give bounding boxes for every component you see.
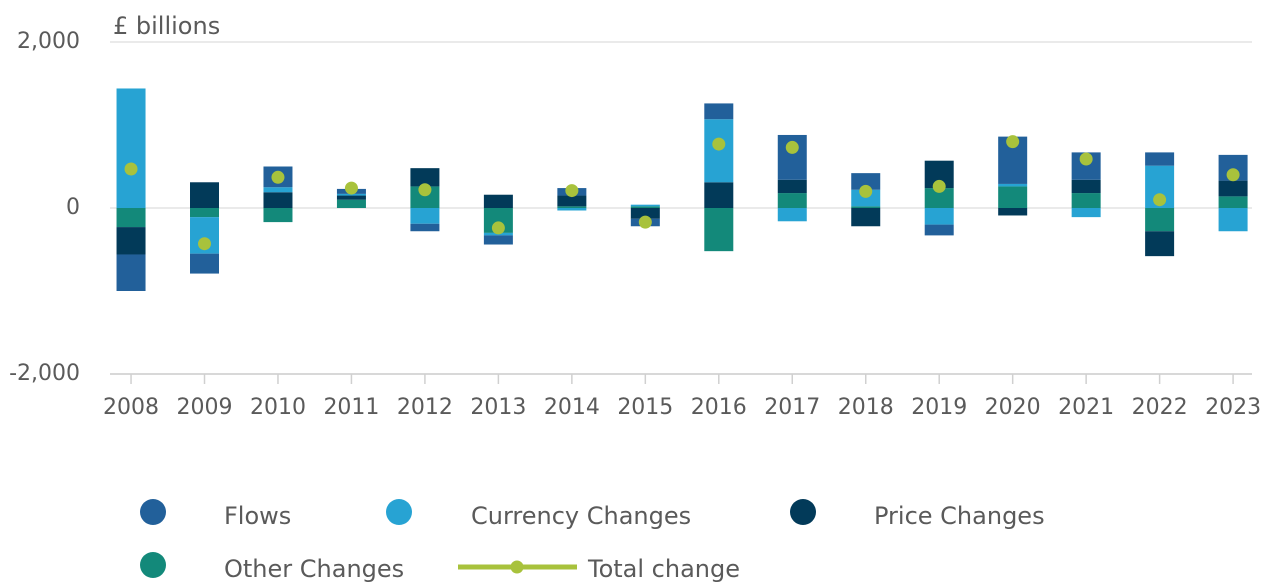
bar: [336, 193, 366, 196]
bar: [924, 224, 954, 236]
bar: [777, 179, 807, 194]
total-marker: [271, 170, 285, 184]
bar: [924, 188, 954, 208]
x-tick-label: 2020: [985, 395, 1041, 420]
bar: [483, 235, 513, 245]
legend-marker: [140, 552, 166, 578]
bar: [1145, 152, 1175, 166]
total-marker: [418, 183, 432, 197]
bar: [190, 182, 220, 208]
total-marker: [785, 140, 799, 154]
bar: [630, 204, 660, 207]
bar: [1218, 196, 1248, 208]
x-tick-label: 2019: [911, 395, 967, 420]
bar: [1071, 179, 1101, 194]
bar: [704, 103, 734, 120]
bar: [263, 187, 293, 193]
total-marker: [1226, 168, 1240, 182]
bar: [998, 186, 1028, 208]
bar: [704, 208, 734, 252]
total-marker: [344, 181, 358, 195]
bar: [190, 208, 220, 218]
bar: [336, 195, 366, 200]
bar: [704, 182, 734, 208]
total-marker: [491, 221, 505, 235]
total-marker: [1153, 193, 1167, 207]
total-marker: [565, 184, 579, 198]
total-marker: [712, 137, 726, 151]
bar: [557, 206, 587, 208]
bar: [777, 208, 807, 222]
x-tick-label: 2023: [1205, 395, 1261, 420]
legend-label: Flows: [224, 502, 291, 530]
x-tick-label: 2011: [323, 395, 379, 420]
total-marker: [1079, 152, 1093, 166]
bar: [1071, 193, 1101, 208]
bar: [1218, 180, 1248, 197]
bar: [116, 88, 146, 208]
bar: [263, 208, 293, 223]
x-tick-label: 2009: [177, 395, 233, 420]
x-tick-label: 2013: [470, 395, 526, 420]
x-tick-label: 2014: [544, 395, 600, 420]
bar: [851, 173, 881, 190]
bar: [410, 223, 440, 232]
bar: [924, 208, 954, 225]
bar: [1071, 208, 1101, 218]
x-tick-label: 2017: [764, 395, 820, 420]
legend-marker: [140, 499, 166, 525]
total-marker: [859, 184, 873, 198]
bar: [998, 208, 1028, 216]
legend-marker: [790, 499, 816, 525]
x-tick-label: 2012: [397, 395, 453, 420]
total-marker: [638, 215, 652, 229]
bar: [630, 208, 660, 219]
bar: [116, 254, 146, 291]
bar: [1145, 208, 1175, 232]
total-marker: [932, 179, 946, 193]
bar: [1218, 208, 1248, 232]
bar: [557, 208, 587, 211]
legend-label: Price Changes: [874, 502, 1045, 530]
bar: [190, 253, 220, 274]
x-tick-label: 2010: [250, 395, 306, 420]
x-tick-label: 2008: [103, 395, 159, 420]
bar: [557, 195, 587, 207]
bar: [116, 227, 146, 255]
legend-marker: [386, 499, 412, 525]
bar: [410, 168, 440, 187]
bar: [630, 206, 660, 208]
legend-label: Total change: [587, 555, 740, 583]
bar: [851, 208, 881, 227]
bar: [1145, 231, 1175, 257]
bar: [851, 189, 881, 207]
bar: [263, 192, 293, 208]
bar: [410, 208, 440, 224]
bar: [998, 183, 1028, 187]
bar: [116, 208, 146, 228]
bar: [704, 119, 734, 183]
legend-marker: [510, 560, 524, 574]
y-tick-label: 0: [66, 195, 80, 220]
total-marker: [198, 237, 212, 251]
bar: [851, 206, 881, 208]
legend-label: Other Changes: [224, 555, 404, 583]
x-tick-label: 2016: [691, 395, 747, 420]
y-tick-label: 2,000: [17, 29, 80, 54]
x-tick-label: 2015: [617, 395, 673, 420]
total-marker: [1006, 135, 1020, 149]
legend-label: Currency Changes: [471, 502, 691, 530]
x-tick-label: 2021: [1058, 395, 1114, 420]
y-axis-label: £ billions: [113, 12, 220, 40]
total-marker: [124, 162, 138, 176]
bar: [483, 194, 513, 208]
bar: [336, 199, 366, 208]
bar: [410, 186, 440, 208]
bar: [777, 193, 807, 208]
x-tick-label: 2022: [1132, 395, 1188, 420]
y-tick-label: -2,000: [9, 361, 80, 386]
x-tick-label: 2018: [838, 395, 894, 420]
